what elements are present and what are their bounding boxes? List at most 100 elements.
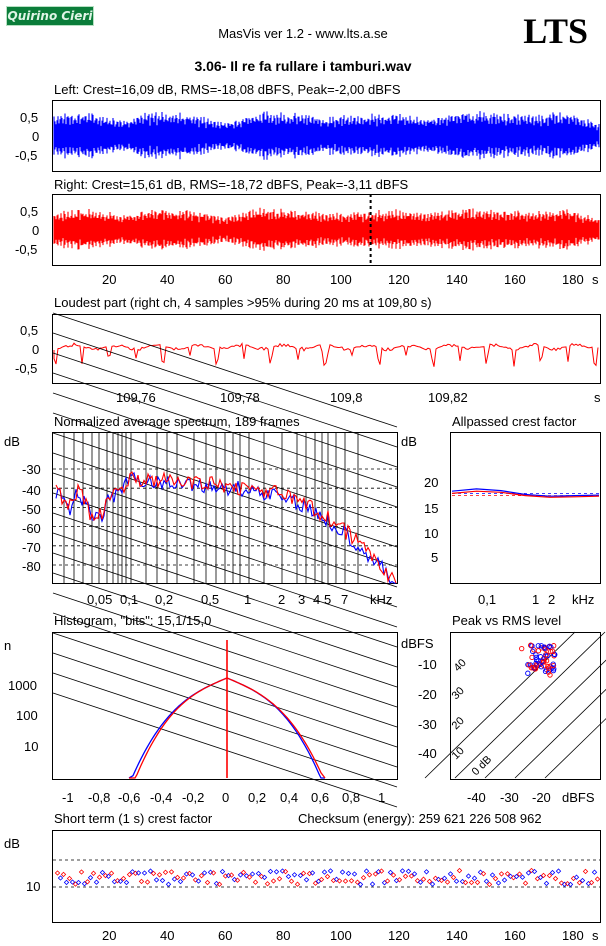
spectrum-slope-line [52,452,398,568]
short-term-point [69,879,76,885]
short-term-point [363,868,370,874]
x-tick: 0,5 [201,592,220,607]
crest-diagonal [454,631,606,779]
short-term-point [153,877,160,883]
short-term-point [372,871,379,877]
histogram-curve [226,677,326,779]
peak-rms-point [535,648,542,654]
y-tick: -40 [22,483,41,498]
spectrum-slope-line [52,352,398,468]
short-term-point [516,871,523,877]
x-tick: 0,8 [342,790,361,805]
short-term-point [579,877,586,884]
short-term-point [66,875,73,882]
short-term-point [426,878,433,885]
short-term-point [123,879,130,886]
short-term-point [126,871,133,878]
spectrum-slope-line [52,612,398,728]
short-term-point [168,869,175,875]
short-term-point [420,876,427,882]
y-tick: 0 [32,342,40,357]
short-term-point [555,868,562,874]
short-term-point [480,871,487,877]
left-waveform [53,111,600,160]
x-label: dBFS [562,790,595,805]
short-term-point [141,870,148,876]
peak-rms-point [528,642,534,648]
peak-rms-panel [450,632,601,780]
peak-rms-point [543,658,550,664]
short-term-point [264,881,271,887]
short-term-point [174,874,181,881]
spectrum-slope-line [52,372,398,488]
short-term-point [318,876,325,883]
peak-rms-point [543,652,549,658]
short-term-point [303,877,310,883]
short-term-point [246,874,253,880]
histogram-curve [226,677,325,779]
x-tick: 20 [102,272,117,287]
x-unit: s [592,272,599,287]
short-term-point [78,869,85,875]
short-term-point [90,870,97,876]
short-term-point [144,879,151,885]
short-term-point [366,872,373,878]
short-term-point [531,868,538,875]
short-term-point [204,879,211,886]
peak-rms-title: Peak vs RMS level [452,613,562,628]
x-tick: 60 [218,272,233,287]
spectrum-slope-line [52,552,398,668]
spectrum-slope-line [52,512,398,628]
y-tick: -40 [418,746,437,761]
x-unit: s [592,928,599,943]
y-tick: -0,5 [15,242,38,257]
spectrum-slope-line [52,312,398,428]
short-term-point [300,870,307,876]
short-term-point [327,868,334,874]
x-tick: 180 [562,272,584,287]
short-term-point [468,879,475,886]
spectrum-slope-line [52,412,398,528]
x-tick: 80 [276,272,291,287]
x-tick: -30 [500,790,519,805]
short-term-point [354,879,361,885]
short-term-point [522,880,529,886]
short-term-point [465,873,472,879]
short-term-point [339,869,346,875]
x-tick: 4 [313,592,321,607]
x-tick: 180 [562,928,584,943]
x-tick: -40 [467,790,486,805]
short-term-point [285,873,292,880]
x-tick: -0,4 [150,790,173,805]
short-term-point [594,876,601,882]
x-tick: 0,6 [311,790,330,805]
short-term-point [312,880,319,886]
peak-rms-point [535,643,541,649]
short-term-point [447,871,454,877]
y-tick: 0,5 [20,110,39,125]
histogram-curve [129,677,228,779]
peak-rms-point [547,672,553,678]
short-term-point [219,868,226,875]
y-tick: 0,5 [20,323,39,338]
x-tick: 3 [298,592,306,607]
histogram-title: Histogram, "bits": 15,1/15,0 [54,613,212,628]
short-term-point [309,870,316,876]
short-term-point [567,881,574,888]
diagonal-label: 30 [450,685,467,702]
y-tick: 10 [424,526,439,541]
spectrum-slope-line [52,472,398,588]
short-term-point [216,881,223,887]
author-badge: Quirino Cieri [6,6,94,26]
short-term-point [138,878,145,885]
short-term-point [105,873,112,879]
spectrum-slope-line [52,332,398,448]
y-label: dBFS [401,636,434,651]
peak-rms-point [531,665,537,671]
short-term-point [63,879,70,886]
crest-curve [451,488,600,497]
right-waveform [53,207,600,251]
short-term-point [591,869,598,875]
peak-rms-point [532,664,538,670]
x-tick: 0,1 [478,592,497,607]
